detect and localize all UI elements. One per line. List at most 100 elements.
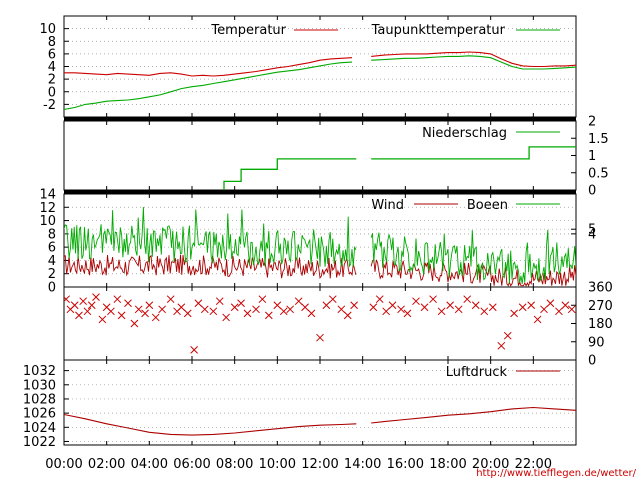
legend-label: Taupunkttemperatur — [371, 23, 506, 38]
y-tick-label: 0 — [48, 281, 56, 296]
legend-label: Wind — [371, 198, 404, 213]
point-windrichtung — [286, 305, 294, 314]
y-right-tick-label: 360 — [588, 281, 613, 296]
point-windrichtung — [124, 299, 132, 308]
y-right-tick-label: 4 — [588, 227, 596, 242]
point-windrichtung — [322, 301, 331, 310]
y-right-tick-label: 5 — [588, 223, 596, 238]
point-windrichtung — [397, 305, 405, 314]
series-boeen — [370, 229, 576, 284]
point-windrichtung — [79, 297, 88, 306]
y-tick-label: 4 — [48, 254, 56, 269]
point-windrichtung — [316, 333, 324, 342]
x-tick-label: 10:00 — [259, 457, 296, 472]
x-tick-label: 00:00 — [45, 457, 82, 472]
point-windrichtung — [518, 303, 527, 312]
point-windrichtung — [190, 346, 198, 354]
point-windrichtung — [561, 301, 570, 310]
legend-label: Niederschlag — [422, 126, 507, 141]
point-windrichtung — [503, 331, 512, 340]
point-windrichtung — [463, 295, 472, 304]
point-windrichtung — [279, 307, 288, 316]
legend-label: Boeen — [467, 198, 508, 213]
x-tick-label: 14:00 — [344, 457, 381, 472]
x-tick-label: 20:00 — [472, 457, 509, 472]
point-windrichtung — [64, 295, 70, 304]
point-windrichtung — [480, 307, 489, 316]
point-windrichtung — [151, 313, 160, 322]
series-wind — [370, 258, 576, 287]
plot-area — [223, 146, 576, 190]
point-windrichtung — [194, 299, 203, 308]
point-windrichtung — [237, 299, 245, 308]
point-windrichtung — [209, 307, 218, 316]
point-windrichtung — [471, 301, 480, 310]
y-tick-label: 10 — [39, 22, 56, 37]
x-tick-label: 08:00 — [216, 457, 253, 472]
point-windrichtung — [134, 305, 143, 314]
y-tick-label: 6 — [48, 241, 56, 256]
y-tick-label: 8 — [48, 227, 56, 242]
y-tick-label: 1028 — [23, 392, 56, 407]
point-windrichtung — [350, 301, 358, 310]
point-windrichtung — [117, 311, 126, 320]
point-windrichtung — [510, 309, 518, 318]
y-right-tick-label: 1.5 — [588, 132, 609, 147]
y-tick-label: 6 — [48, 47, 56, 62]
y-right-tick-label: 0 — [588, 354, 596, 369]
point-windrichtung — [567, 305, 576, 314]
y-tick-label: 8 — [48, 35, 56, 50]
series-niederschlag — [223, 158, 357, 190]
point-windrichtung — [183, 309, 192, 318]
point-windrichtung — [488, 303, 497, 312]
x-tick-label: 06:00 — [173, 457, 210, 472]
y-right-tick-label: 90 — [588, 335, 605, 350]
point-windrichtung — [222, 313, 230, 322]
point-windrichtung — [497, 341, 506, 350]
point-windrichtung — [420, 303, 429, 312]
y-right-tick-label: 0.5 — [588, 166, 609, 181]
point-windrichtung — [141, 309, 149, 318]
y-tick-label: 0 — [48, 85, 56, 100]
point-windrichtung — [230, 303, 239, 312]
y-right-tick-label: 270 — [588, 299, 613, 314]
panel-2: 2 1.5 1 0.5 0 Niederschlag — [63, 115, 609, 199]
point-windrichtung — [388, 301, 397, 310]
point-windrichtung — [87, 301, 96, 310]
series-taupunkttemperatur — [371, 55, 576, 70]
x-tick-label: 18:00 — [429, 457, 466, 472]
point-windrichtung — [264, 311, 273, 320]
point-windrichtung — [301, 303, 309, 312]
y-right-tick-label: 180 — [588, 317, 613, 332]
y-tick-label: 1032 — [23, 364, 56, 379]
point-windrichtung — [273, 301, 282, 310]
panel-4: 360 270 180 90 0 — [63, 281, 613, 369]
point-windrichtung — [92, 293, 100, 301]
point-windrichtung — [70, 301, 79, 310]
point-windrichtung — [200, 305, 209, 314]
point-windrichtung — [113, 295, 122, 304]
y-tick-label: 1022 — [23, 435, 56, 450]
y-right-tick-label: 2 — [588, 115, 596, 130]
plot-area — [64, 51, 576, 110]
plot-area — [64, 206, 576, 287]
point-windrichtung — [337, 305, 346, 314]
x-tick-label: 04:00 — [131, 457, 168, 472]
series-niederschlag — [371, 146, 576, 160]
point-windrichtung — [437, 307, 446, 316]
y-tick-label: 1024 — [23, 421, 56, 436]
point-windrichtung — [533, 315, 542, 324]
point-windrichtung — [555, 307, 563, 316]
point-windrichtung — [294, 297, 303, 306]
point-windrichtung — [429, 295, 437, 304]
y-tick-label: 4 — [48, 60, 56, 75]
point-windrichtung — [107, 307, 115, 316]
point-windrichtung — [328, 295, 337, 304]
point-windrichtung — [130, 319, 139, 328]
y-tick-label: 12 — [39, 201, 56, 216]
y-tick-label: 1030 — [23, 378, 56, 393]
plot-area — [64, 293, 576, 354]
point-windrichtung — [98, 315, 107, 324]
